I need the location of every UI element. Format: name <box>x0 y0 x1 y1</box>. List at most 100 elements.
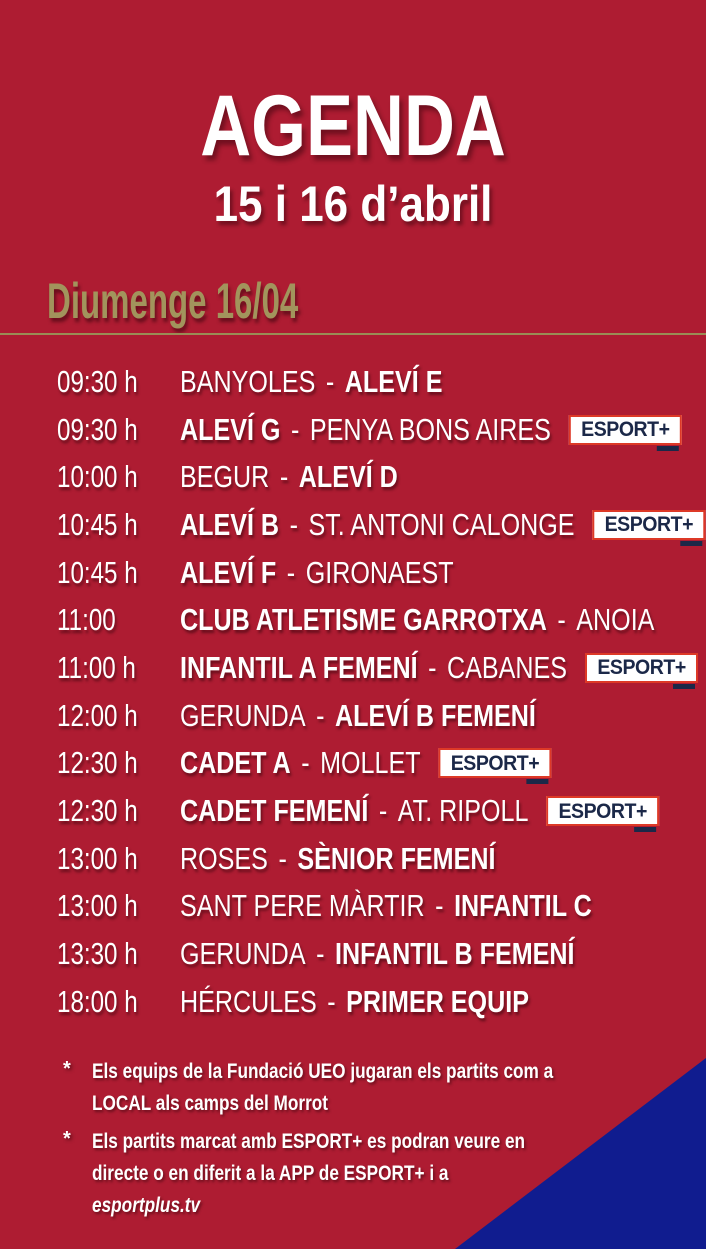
home-team: CADET A <box>180 745 291 781</box>
schedule-row: 12:30 h CADET FEMENÍ - AT. RIPOLL ESPORT+ <box>0 787 706 835</box>
badge-underline <box>673 683 696 689</box>
footnote-line: LOCAL als camps del Morrot <box>92 1092 329 1115</box>
home-team: GERUNDA <box>180 697 306 733</box>
esportplus-badge: ESPORT+ <box>546 796 660 833</box>
match-teams: GERUNDA - ALEVÍ B FEMENÍ <box>180 692 536 740</box>
match-time: 12:00 h <box>57 697 138 733</box>
schedule-list: 09:30 h BANYOLES - ALEVÍ E 09:30 h ALEVÍ G - PE… <box>0 358 706 1026</box>
esportplus-badge-label: ESPORT+ <box>558 799 648 823</box>
schedule-row: 11:00 CLUB ATLETISME GARROTXA - ANOIA <box>0 596 706 644</box>
team-separator: - <box>316 936 325 972</box>
away-team: AT. RIPOLL <box>397 793 529 829</box>
schedule-row: 10:45 h ALEVÍ F - GIRONAEST <box>0 549 706 597</box>
home-team: ALEVÍ B <box>180 506 280 542</box>
poster-title: AGENDA <box>200 78 506 174</box>
away-team: PENYA BONS AIRES <box>309 411 551 447</box>
schedule-row: 13:00 h ROSES - SÈNIOR FEMENÍ <box>0 835 706 883</box>
schedule-row: 10:00 h BEGUR - ALEVÍ D <box>0 453 706 501</box>
day-section-header: Diumenge 16/04 <box>47 273 299 329</box>
home-team: INFANTIL A FEMENÍ <box>180 649 418 685</box>
footnote-text: Els equips de la Fundació UEO jugaran el… <box>92 1056 553 1120</box>
team-separator: - <box>428 649 437 685</box>
badge-underline <box>634 827 657 833</box>
schedule-row: 10:45 h ALEVÍ B - ST. ANTONI CALONGE ESPORT+ <box>0 501 706 549</box>
match-time: 13:00 h <box>57 840 138 876</box>
away-team: SÈNIOR FEMENÍ <box>297 840 496 876</box>
match-time: 09:30 h <box>57 411 138 447</box>
match-teams: GERUNDA - INFANTIL B FEMENÍ <box>180 930 574 978</box>
schedule-row: 09:30 h ALEVÍ G - PENYA BONS AIRES ESPORT+ <box>0 406 706 454</box>
match-time: 10:00 h <box>57 459 138 495</box>
match-time: 12:30 h <box>57 745 138 781</box>
section-divider <box>0 333 706 335</box>
home-team: GERUNDA <box>180 936 306 972</box>
match-teams: CADET FEMENÍ - AT. RIPOLL ESPORT+ <box>180 787 660 835</box>
away-team: GIRONAEST <box>305 554 454 590</box>
footnote-line: Els partits marcat amb ESPORT+ es podran… <box>92 1130 526 1153</box>
match-teams: ROSES - SÈNIOR FEMENÍ <box>180 835 495 883</box>
footnote-line: Els equips de la Fundació UEO jugaran el… <box>92 1060 554 1083</box>
home-team: SANT PERE MÀRTIR <box>180 888 425 924</box>
match-teams: ALEVÍ G - PENYA BONS AIRES ESPORT+ <box>180 406 682 454</box>
home-team: HÉRCULES <box>180 983 317 1019</box>
schedule-row: 13:30 h GERUNDA - INFANTIL B FEMENÍ <box>0 930 706 978</box>
badge-underline <box>680 540 703 546</box>
poster-subtitle: 15 i 16 d’abril <box>213 176 493 232</box>
match-time: 11:00 h <box>57 649 136 685</box>
team-separator: - <box>290 411 300 447</box>
schedule-row: 13:00 h SANT PERE MÀRTIR - INFANTIL C <box>0 883 706 931</box>
esportplus-badge-label: ESPORT+ <box>604 513 694 537</box>
match-teams: BANYOLES - ALEVÍ E <box>180 358 442 406</box>
home-team: CLUB ATLETISME GARROTXA <box>180 602 547 638</box>
esportplus-badge: ESPORT+ <box>438 748 552 785</box>
match-time: 10:45 h <box>57 506 138 542</box>
team-separator: - <box>325 363 335 399</box>
team-separator: - <box>557 602 566 638</box>
schedule-row: 18:00 h HÉRCULES - PRIMER EQUIP <box>0 978 706 1026</box>
match-time: 09:30 h <box>57 363 138 399</box>
esportplus-badge-label: ESPORT+ <box>597 656 686 680</box>
match-time: 12:30 h <box>57 793 138 829</box>
match-time: 18:00 h <box>57 983 138 1019</box>
home-team: ROSES <box>180 840 268 876</box>
match-teams: SANT PERE MÀRTIR - INFANTIL C <box>180 883 592 931</box>
match-time: 11:00 <box>57 602 116 638</box>
team-separator: - <box>378 793 388 829</box>
esportplus-badge: ESPORT+ <box>592 509 706 546</box>
team-separator: - <box>279 459 289 495</box>
away-team: CABANES <box>447 649 568 685</box>
away-team: ST. ANTONI CALONGE <box>308 506 575 542</box>
team-separator: - <box>301 745 310 781</box>
esportplus-badge-label: ESPORT+ <box>580 418 670 442</box>
team-separator: - <box>435 888 444 924</box>
schedule-row: 12:00 h GERUNDA - ALEVÍ B FEMENÍ <box>0 692 706 740</box>
away-team: ALEVÍ D <box>298 459 398 495</box>
footnote: * Els equips de la Fundació UEO jugaran e… <box>63 1056 654 1120</box>
away-team: MOLLET <box>320 745 421 781</box>
team-separator: - <box>327 983 336 1019</box>
footnote-text: Els partits marcat amb ESPORT+ es podran… <box>92 1126 525 1222</box>
away-team: INFANTIL B FEMENÍ <box>334 936 575 972</box>
footnote-asterisk: * <box>63 1058 71 1080</box>
badge-underline <box>656 445 679 451</box>
match-teams: CADET A - MOLLET ESPORT+ <box>180 740 552 788</box>
away-team: ALEVÍ B FEMENÍ <box>334 697 536 733</box>
away-team: ALEVÍ E <box>344 363 443 399</box>
team-separator: - <box>278 840 287 876</box>
match-teams: ALEVÍ B - ST. ANTONI CALONGE ESPORT+ <box>180 501 706 549</box>
match-teams: INFANTIL A FEMENÍ - CABANES ESPORT+ <box>180 644 699 692</box>
team-separator: - <box>289 506 298 542</box>
footnote-asterisk: * <box>63 1128 71 1150</box>
away-team: INFANTIL C <box>454 888 592 924</box>
badge-underline <box>526 779 549 785</box>
team-separator: - <box>316 697 325 733</box>
schedule-row: 12:30 h CADET A - MOLLET ESPORT+ <box>0 740 706 788</box>
away-team: ANOIA <box>576 602 655 638</box>
footnote-line: esportplus.tv <box>92 1194 201 1217</box>
match-time: 13:30 h <box>57 936 138 972</box>
schedule-row: 11:00 h INFANTIL A FEMENÍ - CABANES ESPORT+ <box>0 644 706 692</box>
esportplus-badge: ESPORT+ <box>584 652 699 689</box>
match-teams: ALEVÍ F - GIRONAEST <box>180 549 454 597</box>
match-teams: CLUB ATLETISME GARROTXA - ANOIA <box>180 596 654 644</box>
